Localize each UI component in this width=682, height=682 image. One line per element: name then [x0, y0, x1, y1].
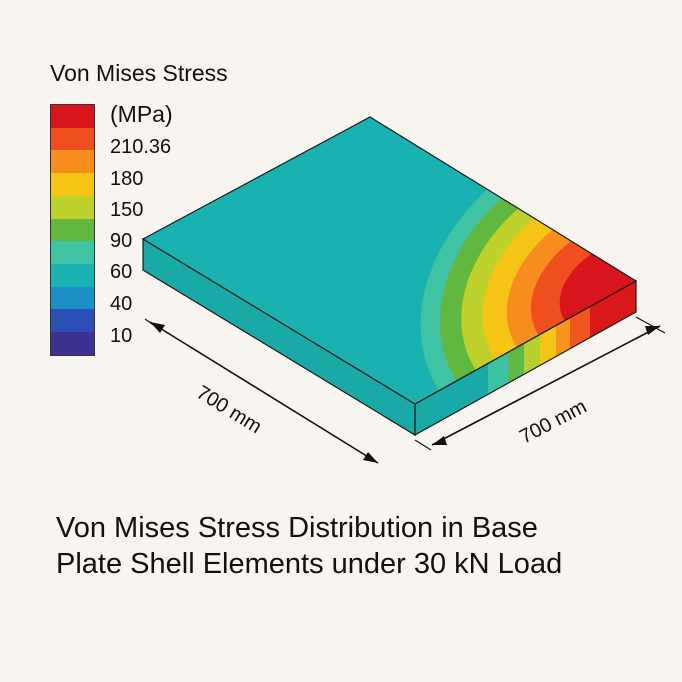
- legend-tick-label: 10: [110, 325, 133, 347]
- caption: Von Mises Stress Distribution in Base Pl…: [56, 510, 656, 582]
- legend-swatch: [51, 195, 94, 219]
- legend-swatch: [51, 173, 94, 196]
- legend-tick-label: 150: [110, 199, 144, 221]
- legend-tick-label: 90: [110, 230, 133, 252]
- dimension-right-label: 700 mm: [516, 396, 590, 449]
- legend-swatch: [51, 150, 94, 174]
- legend-tick-label: 40: [110, 293, 133, 315]
- legend-swatch: [51, 286, 94, 310]
- legend-swatch: [51, 309, 94, 333]
- legend-tick-label: 210.36: [110, 136, 172, 158]
- legend-swatch: [51, 105, 94, 128]
- legend-tick-label: 60: [110, 261, 133, 283]
- caption-line-2: Plate Shell Elements under 30 kN Load: [56, 548, 563, 580]
- dimension-left-label: 700 mm: [192, 382, 265, 439]
- caption-line-1: Von Mises Stress Distribution in Base: [56, 512, 538, 544]
- legend-tick-label: 180: [110, 168, 144, 190]
- color-legend-bar: [50, 104, 95, 356]
- legend-title: Von Mises Stress: [50, 60, 228, 86]
- legend-swatch: [51, 241, 94, 265]
- legend-swatch: [51, 264, 94, 287]
- legend-swatch: [51, 127, 94, 151]
- legend-unit: (MPa): [110, 101, 173, 127]
- legend-swatch: [51, 218, 94, 242]
- legend-swatch: [51, 332, 94, 355]
